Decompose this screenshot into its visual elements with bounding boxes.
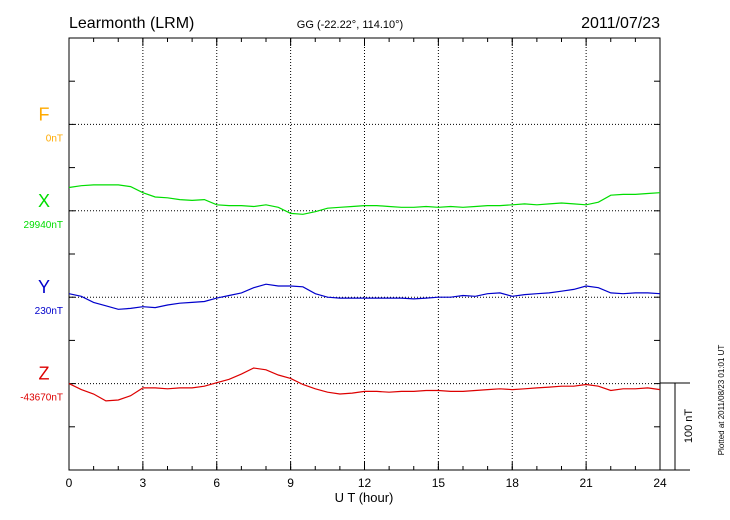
series-labels: F 0nT X 29940nT Y 230nT Z -43670nT (20, 104, 63, 403)
scale-bar: 100 nT (660, 382, 695, 471)
x-tick-label: 18 (506, 476, 520, 490)
scale-bar-label: 100 nT (683, 409, 695, 444)
axis-ticks: 0 3 6 9 12 15 18 21 24 (66, 37, 667, 490)
series-name-x: X (38, 191, 50, 211)
x-tick-label: 12 (358, 476, 372, 490)
x-tick-label: 21 (579, 476, 593, 490)
coordinates-label: GG (-22.22°, 114.10°) (297, 19, 403, 31)
station-title: Learmonth (LRM) (69, 15, 194, 32)
series-name-f: F (39, 104, 50, 124)
series-layer (68, 184, 661, 402)
series-line-z (68, 367, 661, 402)
date-label: 2011/07/23 (581, 15, 660, 32)
series-baseline-f: 0nT (46, 133, 63, 144)
series-baseline-y: 230nT (35, 306, 63, 317)
series-baseline-z: -43670nT (20, 393, 63, 404)
series-line-x (68, 184, 661, 215)
x-tick-label: 0 (66, 476, 73, 490)
grid-lines (69, 38, 660, 470)
x-tick-label: 9 (287, 476, 294, 490)
x-axis-title: U T (hour) (335, 490, 394, 505)
x-tick-label: 3 (140, 476, 147, 490)
x-tick-label: 15 (432, 476, 446, 490)
series-baseline-x: 29940nT (24, 220, 63, 231)
series-name-y: Y (38, 277, 50, 297)
series-line-y (68, 283, 661, 310)
x-tick-label: 24 (653, 476, 667, 490)
series-name-z: Z (39, 364, 50, 384)
x-tick-label: 6 (213, 476, 220, 490)
plotted-timestamp: Plotted at 2011/08/23 01:01 UT (717, 345, 726, 456)
